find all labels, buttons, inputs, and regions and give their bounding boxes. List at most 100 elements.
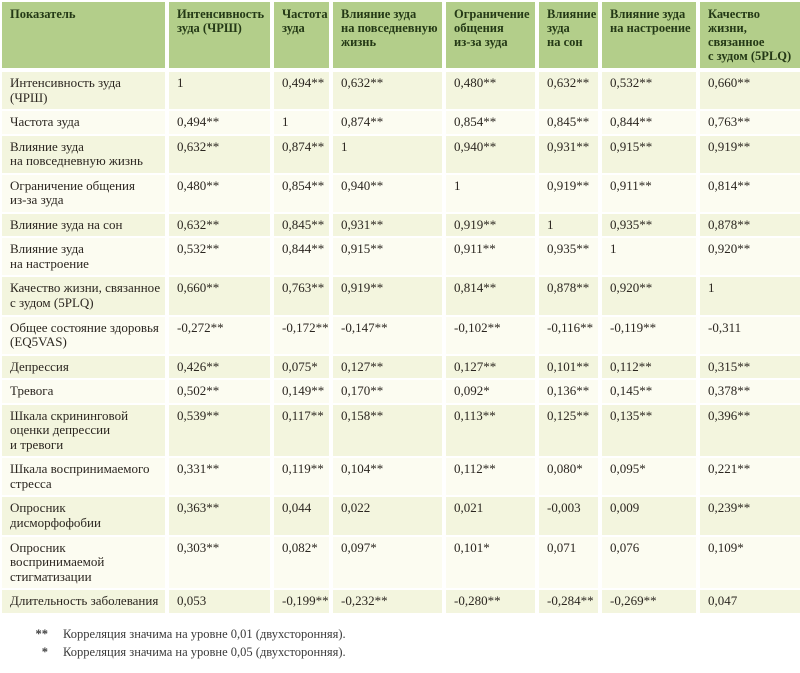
column-header: Частота зуда [274,2,333,72]
correlation-value: 0,632** [169,135,274,175]
correlation-value: 0,127** [446,355,539,381]
correlation-value: 0,854** [446,111,539,136]
row-label: Общее состояние здоровья (EQ5VAS) [2,316,169,356]
correlation-value: 1 [274,111,333,136]
correlation-value: 0,097* [333,536,446,591]
correlation-value: 0,532** [602,72,700,112]
row-label: Частота зуда [2,111,169,136]
correlation-value: 0,919** [539,174,602,214]
table-row: Интенсивность зуда (ЧРШ) 1 0,494** 0,632** 0… [2,72,800,112]
correlation-value: 0,874** [333,111,446,136]
correlation-value: 0,095* [602,458,700,498]
correlation-value: 0,660** [700,72,800,112]
correlation-value: 0,940** [333,174,446,214]
correlation-value: 0,009 [602,497,700,537]
correlation-value: 0,854** [274,174,333,214]
correlation-value: 0,931** [539,135,602,175]
correlation-value: 0,125** [539,404,602,459]
correlation-value: 0,170** [333,380,446,405]
row-label: Шкала скрининговой оценки депрессии и тр… [2,404,169,459]
correlation-value: 0,935** [602,213,700,239]
table-row: Опросник дисморфофобии 0,363** 0,044 0,022 0… [2,497,800,537]
row-label: Влияние зуда на настроение [2,238,169,278]
correlation-value: 0,845** [539,111,602,136]
correlation-value: 0,135** [602,404,700,459]
correlation-value: 0,092* [446,380,539,405]
correlation-value: -0,172** [274,316,333,356]
correlation-value: 0,136** [539,380,602,405]
footnotes: ** Корреляция значима на уровне 0,01 (дв… [2,615,800,673]
correlation-value: 0,303** [169,536,274,591]
correlation-value: 0,104** [333,458,446,498]
correlation-value: 0,844** [274,238,333,278]
correlation-value: 0,112** [446,458,539,498]
correlation-value: 0,919** [700,135,800,175]
correlation-value: 0,920** [700,238,800,278]
column-header: Влияние зуда на сон [539,2,602,72]
table-row: Общее состояние здоровья (EQ5VAS) -0,272*… [2,316,800,356]
row-label: Шкала воспринимаемого стресса [2,458,169,498]
table-row: Опросник воспринимаемой стигматизации 0,3… [2,536,800,591]
correlation-value: -0,119** [602,316,700,356]
column-header: Интенсивность зуда (ЧРШ) [169,2,274,72]
correlation-value: 0,075* [274,355,333,381]
correlation-value: 0,632** [539,72,602,112]
correlation-value: 0,532** [169,238,274,278]
correlation-value: 0,158** [333,404,446,459]
correlation-value: 1 [333,135,446,175]
column-header: Влияние зуда на повседневную жизнь [333,2,446,72]
table-row: Длительность заболевания 0,053 -0,199** -0,… [2,590,800,615]
footnote-significance-005: * Корреляция значима на уровне 0,05 (дву… [2,643,800,661]
correlation-value: 0,112** [602,355,700,381]
correlation-value: 0,919** [333,277,446,317]
table-row: Шкала скрининговой оценки депрессии и тр… [2,404,800,459]
row-label: Влияние зуда на повседневную жизнь [2,135,169,175]
footnote-significance-001: ** Корреляция значима на уровне 0,01 (дв… [2,625,800,643]
footnote-text: Корреляция значима на уровне 0,05 (двухс… [63,644,346,659]
table-header-row: Показатель Интенсивность зуда (ЧРШ) Частот… [2,2,800,72]
table-row: Качество жизни, связанное с зудом (5PLQ)… [2,277,800,317]
correlation-value: 0,911** [446,238,539,278]
correlation-value: 0,315** [700,355,800,381]
row-label: Влияние зуда на сон [2,213,169,239]
footnote-marker: * [41,644,48,659]
correlation-value: 0,878** [700,213,800,239]
correlation-value: 0,632** [333,72,446,112]
correlation-value: 0,480** [446,72,539,112]
correlation-value: 0,119** [274,458,333,498]
correlation-value: 0,047 [700,590,800,615]
correlation-value: 0,814** [446,277,539,317]
correlation-value: 0,378** [700,380,800,405]
correlation-value: 0,878** [539,277,602,317]
row-label: Длительность заболевания [2,590,169,615]
correlation-value: 0,814** [700,174,800,214]
table-row: Шкала воспринимаемого стресса 0,331** 0,11… [2,458,800,498]
correlation-value: 1 [169,72,274,112]
row-label: Тревога [2,380,169,405]
correlation-value: 0,101** [539,355,602,381]
row-label: Опросник дисморфофобии [2,497,169,537]
correlation-value: 0,844** [602,111,700,136]
column-header-indicator: Показатель [2,2,169,72]
correlation-value: 0,915** [333,238,446,278]
correlation-value: -0,311 [700,316,800,356]
correlation-value: 1 [539,213,602,239]
row-label: Депрессия [2,355,169,381]
correlation-value: -0,269** [602,590,700,615]
correlation-value: 0,539** [169,404,274,459]
correlation-value: 0,076 [602,536,700,591]
table-row: Тревога 0,502** 0,149** 0,170** 0,092* 0,136*… [2,380,800,405]
correlation-value: 0,935** [539,238,602,278]
correlation-value: 0,502** [169,380,274,405]
correlation-value: 0,480** [169,174,274,214]
correlation-value: 0,022 [333,497,446,537]
correlation-value: 0,874** [274,135,333,175]
correlation-value: 0,101* [446,536,539,591]
row-label: Ограничение общения из-за зуда [2,174,169,214]
correlation-value: -0,284** [539,590,602,615]
table-row: Влияние зуда на повседневную жизнь 0,632*… [2,135,800,175]
footnote-text: Корреляция значима на уровне 0,01 (двухс… [63,626,346,641]
table-row: Частота зуда 0,494** 1 0,874** 0,854** 0,845*… [2,111,800,136]
table-row: Ограничение общения из-за зуда 0,480** 0,8… [2,174,800,214]
table-row: Влияние зуда на сон 0,632** 0,845** 0,931**… [2,213,800,239]
